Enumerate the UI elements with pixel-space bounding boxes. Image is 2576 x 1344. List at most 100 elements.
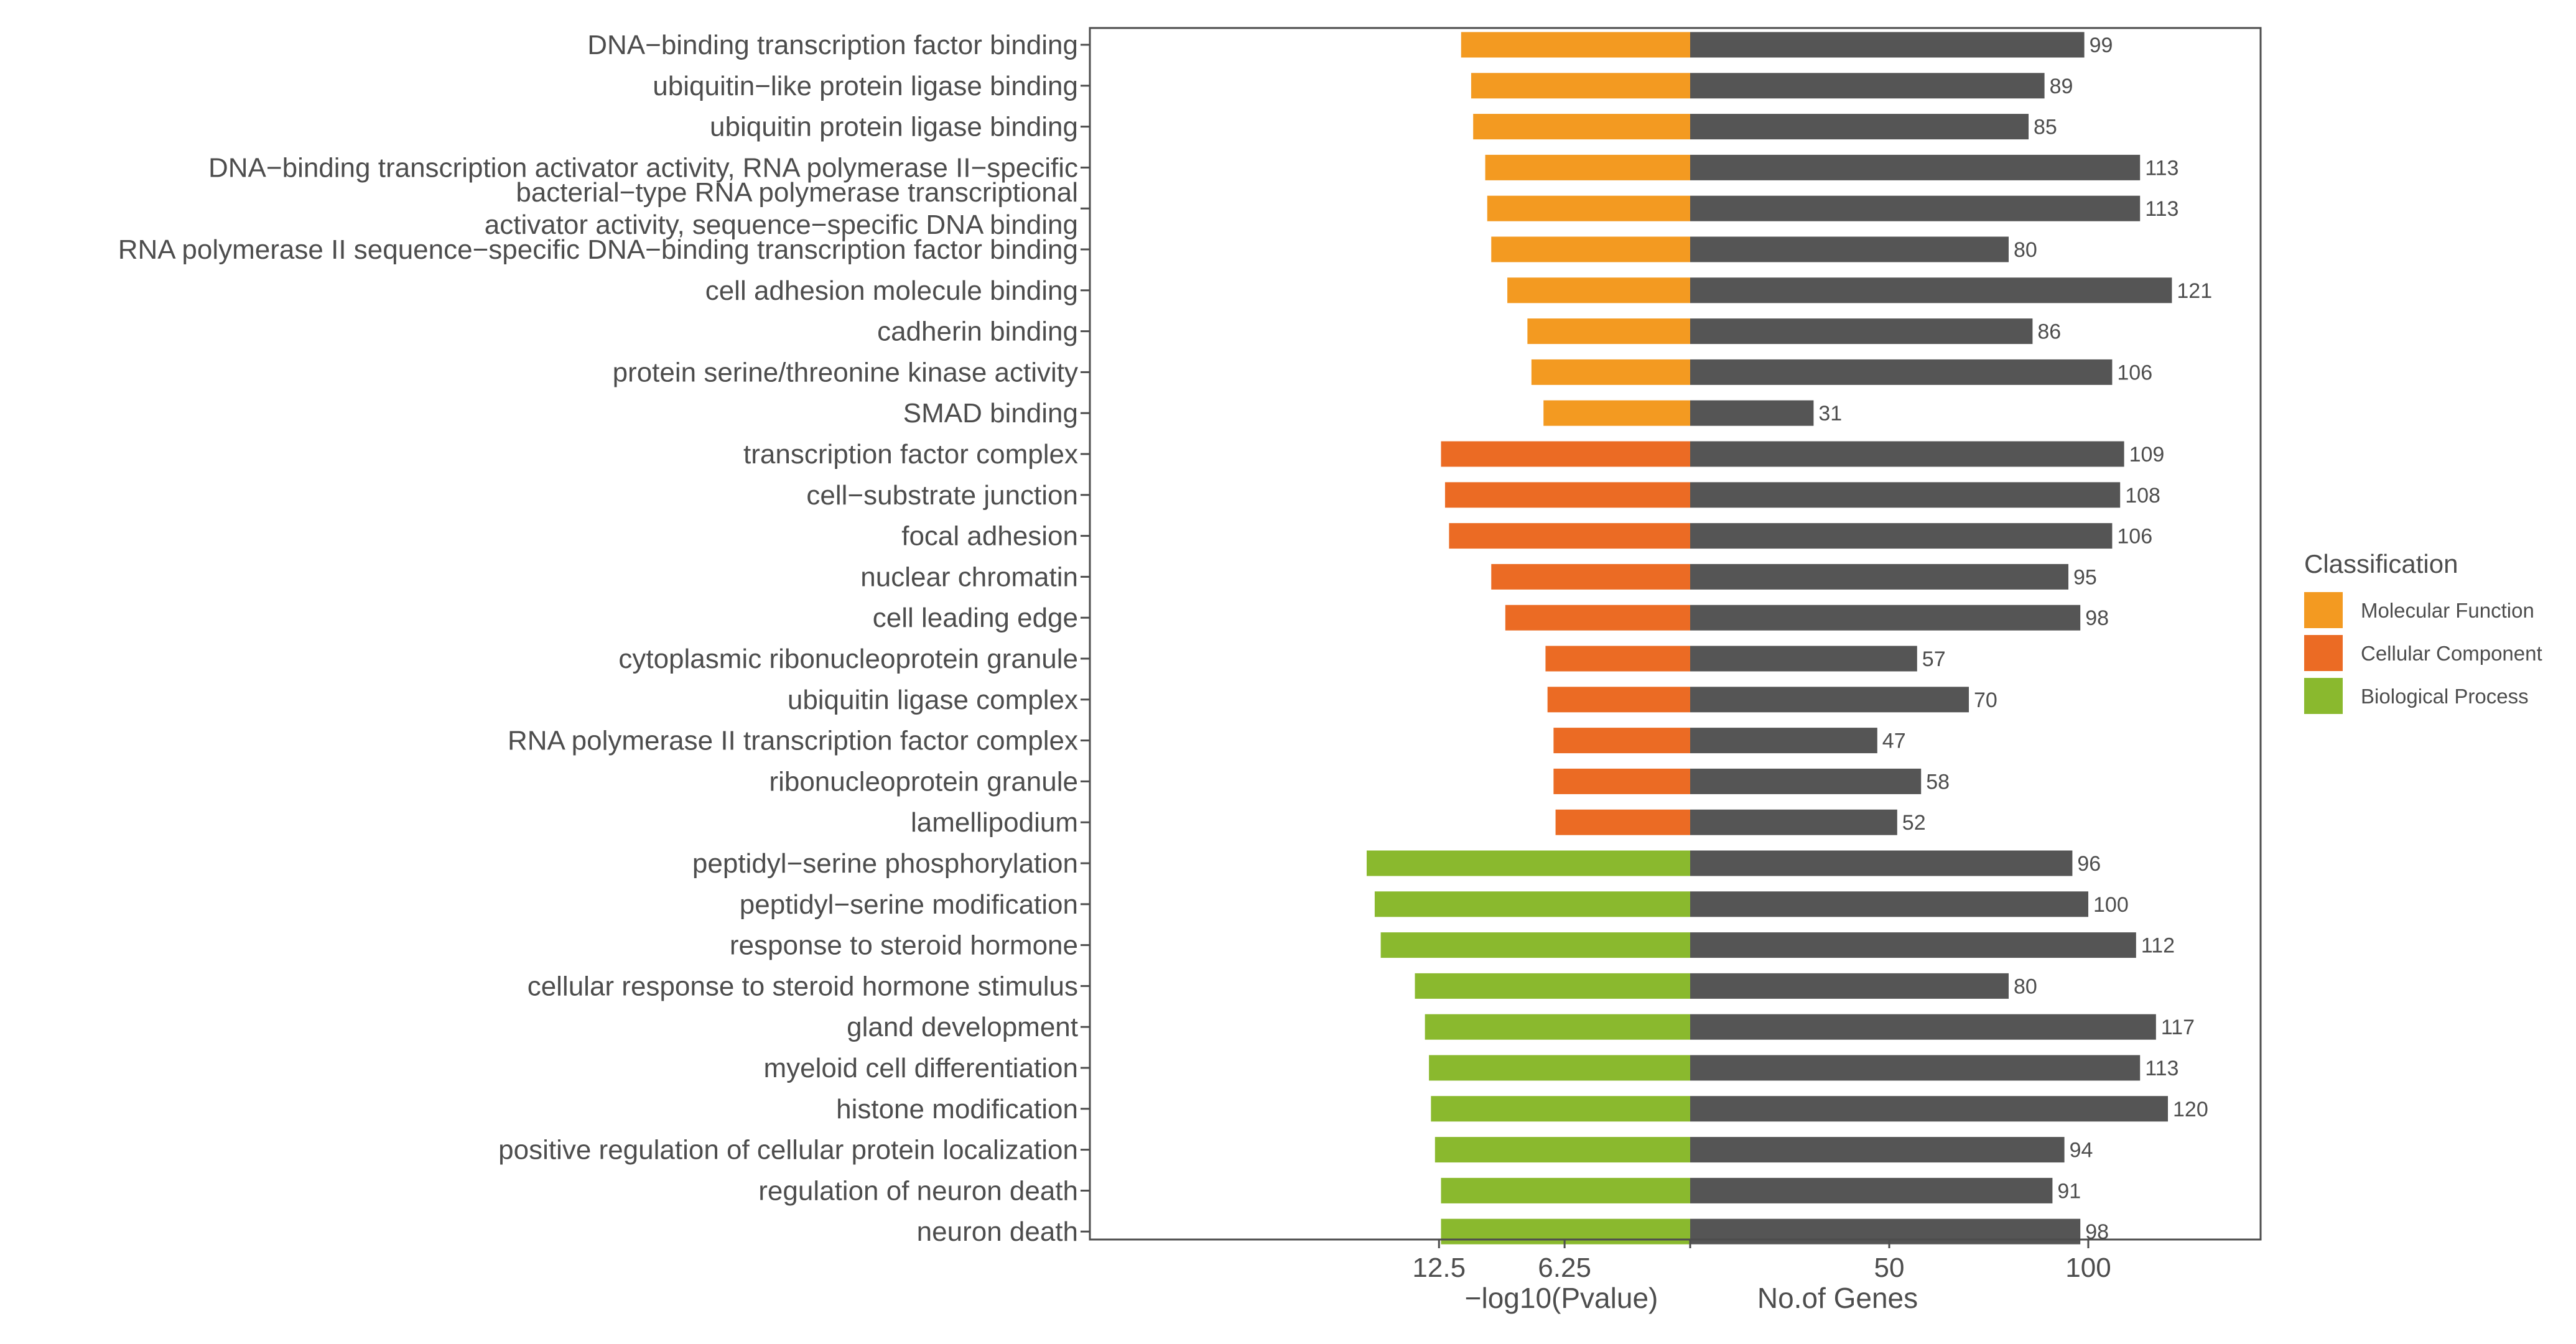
category-label: cell−substrate junction <box>806 480 1078 511</box>
pvalue-bar <box>1441 441 1690 467</box>
gene-count-labels: 99 89 85 113 113 80 121 86 106 31 109 108 106 95 98 57 7… <box>1818 34 2212 1244</box>
legend: Classification Molecular Function Cellula… <box>2304 549 2542 714</box>
gene-count-label: 117 <box>2161 1016 2195 1039</box>
category-label: RNA polymerase II transcription factor c… <box>508 726 1078 756</box>
pvalue-bar <box>1553 768 1690 794</box>
category-label: regulation of neuron death <box>758 1175 1078 1206</box>
category-label: lamellipodium <box>911 807 1078 838</box>
gene-count-bar <box>1690 73 2045 99</box>
gene-count-bar <box>1690 687 1969 713</box>
gene-count-label: 106 <box>2117 525 2152 549</box>
gene-count-bar <box>1690 1137 2065 1163</box>
x-tick-label: 12.5 <box>1412 1253 1466 1283</box>
gene-count-label: 113 <box>2145 1057 2178 1080</box>
category-label: ubiquitin protein ligase binding <box>710 112 1078 142</box>
category-label: SMAD binding <box>903 398 1078 429</box>
legend-label: Molecular Function <box>2361 599 2534 622</box>
pvalue-bar <box>1555 809 1690 835</box>
gene-count-label: 31 <box>1818 402 1842 425</box>
gene-count-bar <box>1690 891 2088 917</box>
gene-count-label: 100 <box>2093 893 2129 917</box>
category-label: bacterial−type RNA polymerase transcript… <box>485 177 1078 240</box>
gene-count-label: 80 <box>2014 975 2037 998</box>
x-tick-label: 100 <box>2065 1253 2111 1283</box>
pvalue-bar <box>1531 359 1690 385</box>
gene-count-bars <box>1690 32 2172 1244</box>
gene-count-bar <box>1690 563 2068 590</box>
plot-panel-border <box>1089 27 2262 1241</box>
gene-count-bar <box>1690 400 1814 426</box>
pvalue-bar <box>1527 318 1690 345</box>
gene-count-bar <box>1690 523 2113 549</box>
pvalue-bar <box>1429 1055 1690 1081</box>
gene-count-label: 58 <box>1926 770 1950 794</box>
category-label: RNA polymerase II sequence−specific DNA−… <box>118 234 1078 265</box>
gene-count-bar <box>1690 277 2172 304</box>
gene-count-label: 89 <box>2050 75 2073 98</box>
x-axis-ticks: 12.5 6.25 50 100 <box>1412 1240 2111 1283</box>
pvalue-bar <box>1491 236 1690 262</box>
gene-count-label: 121 <box>2177 279 2212 303</box>
pvalue-bars <box>1366 32 1690 1244</box>
gene-count-label: 96 <box>2077 852 2101 876</box>
category-label: cadherin binding <box>877 317 1078 347</box>
category-label: response to steroid hormone <box>730 930 1078 961</box>
gene-count-label: 109 <box>2129 443 2165 466</box>
right-axis-title: No.of Genes <box>1757 1282 1918 1314</box>
legend-title: Classification <box>2304 549 2458 578</box>
gene-count-bar <box>1690 359 2113 385</box>
gene-count-label: 86 <box>2037 320 2061 344</box>
pvalue-bar <box>1547 687 1690 713</box>
gene-count-bar <box>1690 932 2136 958</box>
gene-count-label: 70 <box>1974 688 1997 712</box>
gene-count-label: 98 <box>2085 606 2109 630</box>
pvalue-bar <box>1449 523 1690 549</box>
gene-count-label: 113 <box>2145 197 2178 221</box>
category-label: positive regulation of cellular protein … <box>498 1135 1078 1166</box>
gene-count-label: 57 <box>1922 647 1946 671</box>
pvalue-bar <box>1545 646 1690 672</box>
category-labels: DNA−binding transcription factor binding… <box>118 30 1090 1247</box>
gene-count-label: 98 <box>2085 1220 2109 1244</box>
gene-count-bar <box>1690 809 1897 835</box>
gene-count-label: 95 <box>2073 565 2097 589</box>
legend-swatch <box>2304 678 2343 714</box>
pvalue-bar <box>1505 605 1690 631</box>
pvalue-bar <box>1461 32 1690 58</box>
pvalue-bar <box>1473 114 1690 140</box>
pvalue-bar <box>1431 1096 1690 1122</box>
pvalue-bar <box>1471 73 1690 99</box>
gene-count-bar <box>1690 728 1877 754</box>
gene-count-label: 108 <box>2125 484 2160 507</box>
gene-count-label: 106 <box>2117 361 2152 384</box>
category-label: peptidyl−serine modification <box>740 889 1078 920</box>
left-axis-title: −log10(Pvalue) <box>1465 1282 1658 1314</box>
category-label: gland development <box>847 1012 1078 1042</box>
pvalue-bar <box>1444 482 1690 508</box>
category-label: protein serine/threonine kinase activity <box>613 357 1078 387</box>
gene-count-label: 112 <box>2141 934 2175 958</box>
gene-count-bar <box>1690 973 2009 999</box>
category-label: neuron death <box>917 1217 1078 1247</box>
category-label: histone modification <box>836 1094 1078 1124</box>
pvalue-bar <box>1485 154 1690 180</box>
gene-count-bar <box>1690 441 2124 467</box>
gene-count-bar <box>1690 236 2009 262</box>
category-label: ribonucleoprotein granule <box>769 766 1078 797</box>
gene-count-bar <box>1690 482 2121 508</box>
gene-count-bar <box>1690 1055 2141 1081</box>
category-label: cell adhesion molecule binding <box>705 276 1078 306</box>
gene-count-bar <box>1690 768 1922 794</box>
gene-count-label: 91 <box>2057 1179 2081 1203</box>
gene-count-bar <box>1690 1177 2053 1203</box>
pvalue-bar <box>1487 195 1690 221</box>
pvalue-bar <box>1380 932 1690 958</box>
pvalue-bar <box>1553 728 1690 754</box>
gene-count-label: 120 <box>2173 1098 2208 1121</box>
gene-count-bar <box>1690 850 2073 876</box>
legend-label: Biological Process <box>2361 685 2529 708</box>
pvalue-bar <box>1441 1218 1690 1244</box>
category-label: cellular response to steroid hormone sti… <box>528 971 1078 1001</box>
category-label: DNA−binding transcription activator acti… <box>208 152 1078 183</box>
